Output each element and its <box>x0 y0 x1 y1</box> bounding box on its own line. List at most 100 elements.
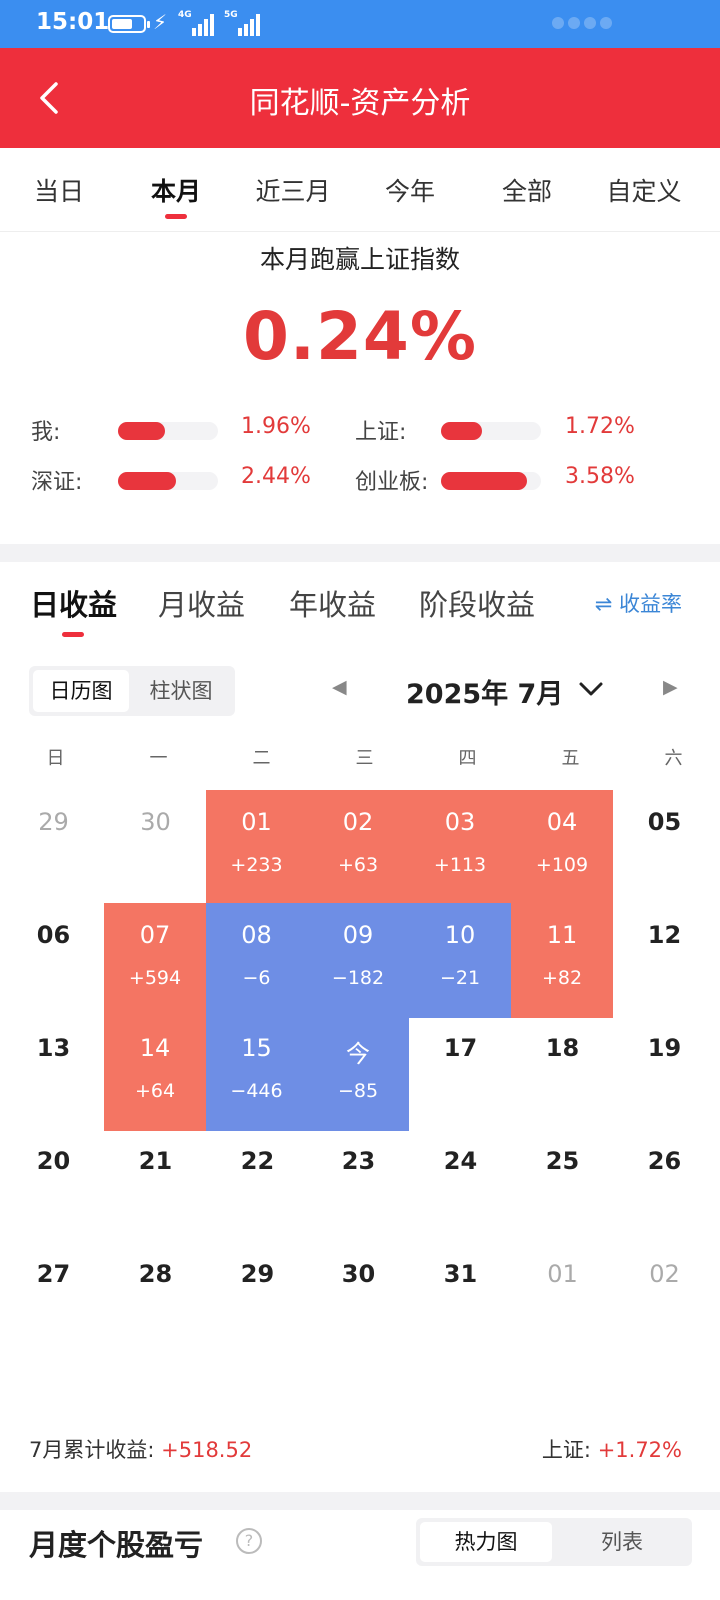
calendar-day-cell[interactable]: 25 <box>511 1129 614 1244</box>
status-bar: 15:01 ⚡ 4G 5G <box>0 0 720 48</box>
compare-bar-fill <box>441 422 482 440</box>
calendar-day-cell[interactable]: 17 <box>409 1016 512 1131</box>
calendar-day-cell[interactable]: 20 <box>2 1129 105 1244</box>
calendar-day-number: 20 <box>36 1147 71 1175</box>
calendar-day-cell[interactable]: 01 <box>511 1242 614 1357</box>
calendar-day-cell[interactable]: 22 <box>206 1129 309 1244</box>
chevron-left-icon[interactable] <box>32 78 72 118</box>
compare-bar-track <box>441 472 541 490</box>
tab-stage-earnings[interactable]: 阶段收益 <box>419 588 536 622</box>
calendar-day-cell[interactable]: 26 <box>613 1129 716 1244</box>
calendar-day-cell[interactable]: 02 +63 <box>307 790 409 905</box>
compare-label: 上证: <box>355 420 407 445</box>
tab-this-month[interactable]: 本月 <box>117 172 235 219</box>
weekday-label: 日 <box>46 748 65 769</box>
calendar-day-number: 13 <box>36 1034 71 1062</box>
calendar-day-cell[interactable]: 29 <box>2 790 105 905</box>
calendar-day-cell[interactable]: 11 +82 <box>511 903 613 1018</box>
calendar-day-cell[interactable]: 10 −21 <box>409 903 511 1018</box>
calendar-day-number: 11 <box>546 921 578 949</box>
compare-value: 2.44% <box>241 464 311 489</box>
calendar-day-cell[interactable]: 29 <box>206 1242 309 1357</box>
shanghai-summary: 上证: +1.72% <box>542 1434 682 1464</box>
calendar-day-cell[interactable]: 18 <box>511 1016 614 1131</box>
comparison-card: 当日 本月 近三月 今年 全部 自定义 本月跑赢上证指数 0.24% 我: 1.… <box>0 148 720 544</box>
tab-daily-earnings[interactable]: 日收益 <box>30 582 117 637</box>
compare-bar-track <box>118 472 218 490</box>
calendar-day-number: 01 <box>547 1260 578 1288</box>
calendar-day-cell[interactable]: 15 −446 <box>206 1016 307 1131</box>
calendar-day-cell[interactable]: 24 <box>409 1129 512 1244</box>
list-view-button[interactable]: 列表 <box>601 1530 643 1554</box>
compare-bar-fill <box>441 472 527 490</box>
tab-custom[interactable]: 自定义 <box>606 177 682 206</box>
calendar-day-number: 09 <box>342 921 374 949</box>
calendar-day-cell[interactable]: 13 <box>2 1016 105 1131</box>
calendar-day-cell[interactable]: 12 <box>613 903 716 1018</box>
monthly-stocks-title: 月度个股盈亏 <box>29 1528 204 1562</box>
weekday-label: 五 <box>561 748 580 769</box>
calendar-day-profit: −6 <box>242 967 271 989</box>
calendar-day-number: 14 <box>139 1034 171 1062</box>
network-4g-label: 4G <box>178 10 192 20</box>
calendar-day-cell[interactable]: 06 <box>2 903 105 1018</box>
compare-bar-track <box>118 422 218 440</box>
bar-view-button[interactable]: 柱状图 <box>149 679 213 703</box>
tab-monthly-earnings[interactable]: 月收益 <box>158 588 246 622</box>
status-time: 15:01 <box>36 9 110 35</box>
chevron-down-icon[interactable] <box>578 676 604 702</box>
calendar-day-cell[interactable]: 14 +64 <box>104 1016 206 1131</box>
calendar-day-number: 15 <box>241 1034 272 1062</box>
battery-charging-icon <box>108 15 150 33</box>
calendar-day-profit: −182 <box>331 967 385 989</box>
calendar-day-cell[interactable]: 04 +109 <box>511 790 613 905</box>
calendar-day-cell[interactable]: 23 <box>307 1129 410 1244</box>
calendar-day-number: 18 <box>545 1034 580 1062</box>
calendar-day-cell[interactable]: 31 <box>409 1242 512 1357</box>
calendar-day-cell[interactable]: 02 <box>613 1242 716 1357</box>
month-total-summary: 7月累计收益: +518.52 <box>29 1434 252 1464</box>
tab-yearly-earnings[interactable]: 年收益 <box>289 588 377 622</box>
tab-all[interactable]: 全部 <box>501 177 552 206</box>
weekday-label: 一 <box>149 748 168 769</box>
shanghai-label: 上证: <box>541 1438 591 1462</box>
calendar-day-cell[interactable]: 01 +233 <box>206 790 307 905</box>
calendar-day-number: 29 <box>240 1260 275 1288</box>
comparison-title: 本月跑赢上证指数 <box>259 245 460 274</box>
calendar-day-cell[interactable]: 21 <box>104 1129 207 1244</box>
next-month-icon[interactable]: ▶ <box>663 676 678 698</box>
calendar-day-cell[interactable]: 28 <box>104 1242 207 1357</box>
tab-this-year[interactable]: 今年 <box>384 177 435 206</box>
calendar-day-cell[interactable]: 19 <box>613 1016 716 1131</box>
calendar-day-number: 30 <box>341 1260 376 1288</box>
calendar-day-cell[interactable]: 05 <box>613 790 716 905</box>
calendar-day-cell[interactable]: 03 +113 <box>409 790 511 905</box>
weekday-label: 三 <box>355 748 374 769</box>
compare-row-chinext: 创业板: 3.58% <box>355 464 655 495</box>
calendar-day-cell[interactable]: 07 +594 <box>104 903 206 1018</box>
monthly-stocks-card: 月度个股盈亏 ? 热力图 列表 <box>0 1510 720 1600</box>
prev-month-icon[interactable]: ◀ <box>332 676 347 698</box>
calendar-day-profit: +113 <box>433 854 487 876</box>
calendar-day-number: 08 <box>241 921 272 949</box>
tab-three-months[interactable]: 近三月 <box>255 177 331 206</box>
heatmap-view-button[interactable]: 热力图 <box>420 1522 552 1562</box>
comparison-value: 0.24% <box>243 298 477 375</box>
calendar-day-cell[interactable]: 30 <box>104 790 207 905</box>
month-label[interactable]: 2025年 7月 <box>406 679 564 710</box>
calendar-day-cell[interactable]: 09 −182 <box>307 903 409 1018</box>
return-rate-toggle[interactable]: ⇌ 收益率 <box>594 592 682 616</box>
calendar-day-cell[interactable]: 08 −6 <box>206 903 307 1018</box>
calendar-day-profit: +82 <box>541 967 583 989</box>
calendar-day-number: 12 <box>647 921 682 949</box>
calendar-day-number: 30 <box>140 808 171 836</box>
calendar-day-number: 25 <box>545 1147 580 1175</box>
calendar-day-cell[interactable]: 30 <box>307 1242 410 1357</box>
help-icon[interactable]: ? <box>236 1528 262 1554</box>
tab-today[interactable]: 当日 <box>33 177 84 206</box>
calendar-view-button[interactable]: 日历图 <box>33 670 129 712</box>
calendar-day-cell[interactable]: 27 <box>2 1242 105 1357</box>
calendar-day-profit: −85 <box>337 1080 379 1102</box>
signal-5g-icon: 5G <box>224 10 270 36</box>
calendar-day-cell[interactable]: 今 −85 <box>307 1016 409 1131</box>
